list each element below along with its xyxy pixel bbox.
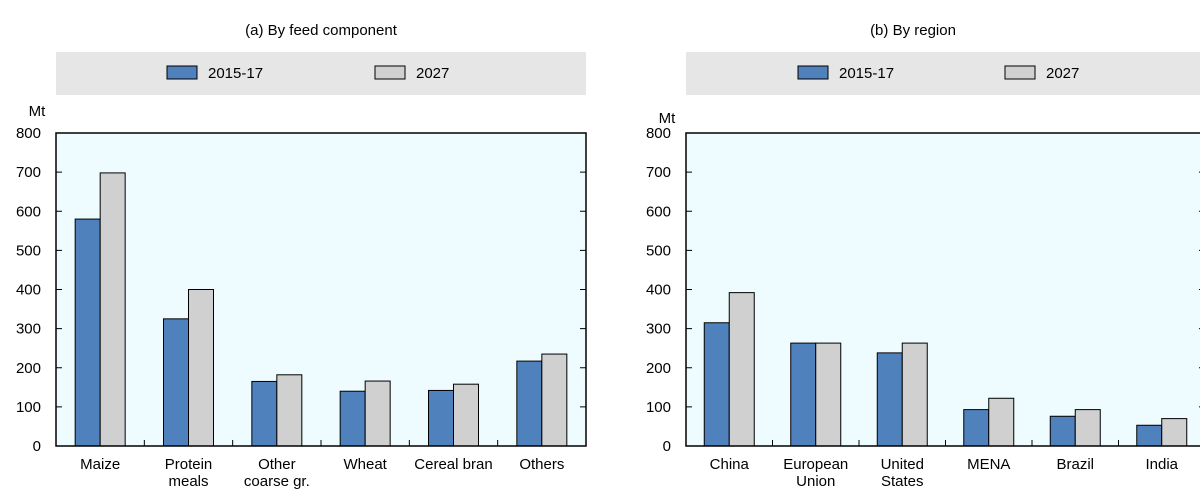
panel-a-bar-s1-c2[interactable]: [163, 318, 189, 447]
panel-a-bar-s1-c3[interactable]: [251, 380, 278, 447]
panel-b-x-tick-label: China: [710, 456, 750, 473]
panel-a-plot-frame: [55, 132, 587, 447]
panel-b-legend-swatch-2: [1004, 65, 1036, 80]
panel-b-y-tick-label: 600: [646, 203, 671, 220]
panel-a-x-tick-label: Other coarse gr.: [244, 456, 310, 490]
panel-a-y-tick-label: 700: [16, 164, 41, 181]
panel-b-x-tick-label: European Union: [783, 456, 848, 490]
panel-b-y-tick-label: 300: [646, 321, 671, 338]
panel-b-plot-area: [686, 133, 1200, 446]
panel-b-bar-s1-c6[interactable]: [1136, 424, 1163, 447]
panel-a-y-tick-label: 0: [33, 438, 41, 455]
panel-a-bar-s1-c6[interactable]: [516, 360, 543, 447]
panel-b-bar-s1-c4[interactable]: [963, 409, 990, 447]
panel-a-x-tick-label: Cereal bran: [414, 456, 492, 473]
panel-b-bar-s2-c6[interactable]: [1161, 418, 1188, 447]
panel-b-bar-s2-c5[interactable]: [1074, 409, 1101, 447]
panel-b-bar-s1-c2[interactable]: [790, 342, 817, 447]
panel-a-y-axis-label: Mt: [29, 103, 46, 120]
panel-a-y-tick-label: 500: [16, 242, 41, 259]
panel-a-bar-s1-c4[interactable]: [339, 390, 366, 447]
panel-b-y-tick-label: 100: [646, 399, 671, 416]
panel-a-bar-s2-c5[interactable]: [453, 383, 479, 447]
panel-a-legend-label-2: 2027: [416, 65, 449, 82]
panel-a-legend-band: [56, 52, 586, 95]
panel-a-y-tick-label: 600: [16, 203, 41, 220]
panel-a-bar-s2-c2[interactable]: [188, 289, 214, 447]
panel-a-y-tick-label: 800: [16, 125, 41, 142]
panel-b-legend-band: [686, 52, 1200, 95]
panel-a-legend-swatch-1: [166, 65, 198, 80]
panel-b-bar-s2-c3[interactable]: [901, 342, 928, 447]
panel-b-x-tick-label: United States: [881, 456, 924, 490]
panel-b-title: (b) By region: [870, 22, 956, 39]
panel-a-x-tick-label: Maize: [80, 456, 120, 473]
panel-a-y-tick-label: 400: [16, 282, 41, 299]
panel-b-bar-s2-c2[interactable]: [815, 342, 842, 447]
panel-b-legend-label-1: 2015-17: [839, 65, 894, 82]
panel-a-title: (a) By feed component: [245, 22, 398, 39]
panel-b-y-tick-label: 200: [646, 360, 671, 377]
panel-a-plot-area: [56, 133, 586, 446]
panel-b-bar-s1-c5[interactable]: [1049, 415, 1076, 447]
panel-a-legend-label-1: 2015-17: [208, 65, 263, 82]
panel-b-y-tick-label: 800: [646, 125, 671, 142]
panel-b-bar-s2-c4[interactable]: [988, 397, 1015, 447]
panel-b-y-axis-label: Mt: [659, 110, 676, 127]
panel-a-bar-s2-c4[interactable]: [364, 380, 391, 447]
panel-a-bar-s2-c3[interactable]: [276, 374, 303, 447]
panel-b-bar-s1-c3[interactable]: [876, 352, 903, 447]
panel-a-y-tick-label: 100: [16, 399, 41, 416]
panel-a-bar-s2-c6[interactable]: [541, 353, 568, 447]
panel-b-bar-s2-c1[interactable]: [728, 292, 755, 447]
panel-b-y-tick-label: 0: [663, 438, 671, 455]
panel-a-y-tick-label: 300: [16, 321, 41, 338]
panel-b-x-tick-label: MENA: [967, 456, 1010, 473]
panel-b-y-tick-label: 500: [646, 242, 671, 259]
panel-a-bar-s1-c1[interactable]: [74, 218, 101, 447]
panel-b-x-tick-label: India: [1145, 456, 1178, 473]
panel-a-legend-swatch-2: [374, 65, 406, 80]
panel-b-legend-swatch-1: [797, 65, 829, 80]
panel-b-y-tick-label: 700: [646, 164, 671, 181]
panel-b-plot-frame: [685, 132, 1200, 447]
panel-b-legend-label-2: 2027: [1046, 65, 1079, 82]
panel-a-bar-s2-c1[interactable]: [99, 172, 126, 447]
panel-a-y-tick-label: 200: [16, 360, 41, 377]
panel-a-x-tick-label: Wheat: [343, 456, 387, 473]
panel-b-y-tick-label: 400: [646, 282, 671, 299]
panel-a-bar-s1-c5[interactable]: [428, 389, 454, 447]
panel-a-x-tick-label: Others: [519, 456, 564, 473]
panel-a-x-tick-label: Protein meals: [165, 456, 213, 490]
panel-b-bar-s1-c1[interactable]: [703, 322, 730, 447]
panel-b-x-tick-label: Brazil: [1056, 456, 1094, 473]
